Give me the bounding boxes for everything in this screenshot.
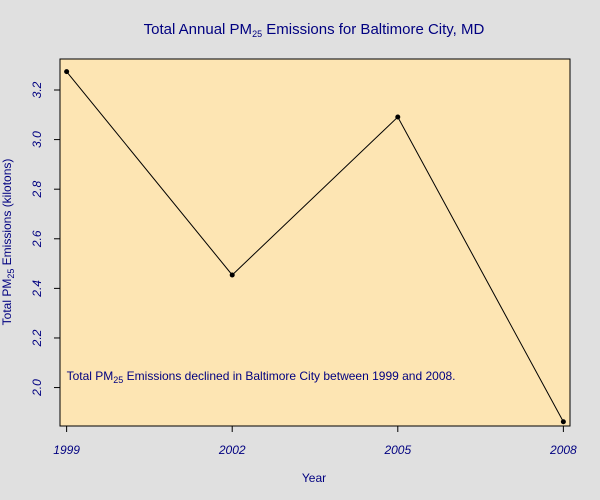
y-tick-label: 3.0: [30, 131, 44, 148]
y-axis-label-suffix: Emissions (kilotons): [0, 159, 14, 269]
y-axis: 2.0 2.2 2.4 2.6 2.8 3.0 3.2: [30, 81, 60, 397]
data-point: [229, 272, 235, 278]
y-axis-label-subscript: 25: [6, 269, 16, 279]
x-tick-label: 2008: [549, 443, 577, 457]
chart-title: Total Annual PM25 Emissions for Baltimor…: [144, 21, 485, 39]
data-point: [395, 114, 401, 120]
annotation: Total PM25 Emissions declined in Baltimo…: [67, 369, 456, 385]
annotation-suffix: Emissions declined in Baltimore City bet…: [123, 369, 455, 383]
x-tick-label: 2002: [218, 443, 246, 457]
series-line: [66, 71, 564, 423]
y-tick-label: 2.0: [30, 379, 44, 397]
y-tick-label: 2.4: [30, 280, 44, 298]
plot-area: [60, 59, 570, 426]
series-layer: [64, 69, 566, 425]
y-tick-label: 2.6: [30, 230, 44, 248]
data-point: [560, 419, 566, 425]
y-tick-label: 2.2: [30, 329, 44, 347]
x-axis: 1999 2002 2005 2008: [53, 426, 577, 457]
plot-frame: [59, 58, 571, 427]
y-axis-label-prefix: Total PM: [0, 279, 14, 326]
chart-title-prefix: Total Annual PM: [144, 21, 252, 38]
x-tick-label: 2005: [383, 443, 411, 457]
annotation-prefix: Total PM: [67, 369, 114, 383]
x-tick-label: 1999: [53, 443, 80, 457]
x-axis-label: Year: [302, 471, 326, 485]
data-point: [64, 69, 70, 75]
annotation-subscript: 25: [113, 375, 123, 385]
chart-title-subscript: 25: [252, 29, 262, 39]
y-tick-label: 2.8: [30, 181, 44, 199]
chart-title-suffix: Emissions for Baltimore City, MD: [262, 21, 484, 38]
y-tick-label: 3.2: [30, 81, 44, 98]
y-axis-label: Total PM25 Emissions (kilotons): [0, 159, 16, 326]
